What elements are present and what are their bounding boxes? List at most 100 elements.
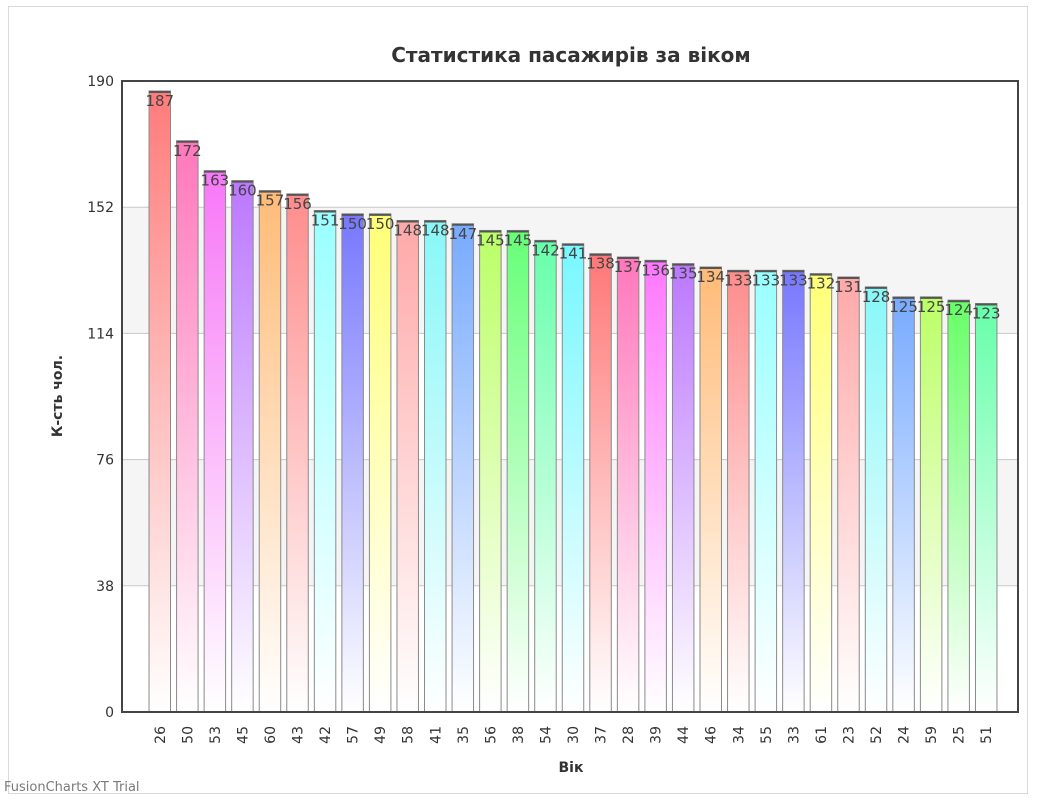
value-label: 150 <box>338 215 367 233</box>
value-label: 123 <box>972 305 1001 323</box>
bar-46[interactable] <box>699 266 722 713</box>
value-label: 150 <box>366 215 395 233</box>
bar-57[interactable] <box>341 213 364 713</box>
bar-53[interactable] <box>203 170 227 713</box>
bar-44[interactable] <box>671 263 695 713</box>
value-label: 128 <box>862 288 891 306</box>
value-labels-group: 1871721631601571561511501501481481471451… <box>145 92 1000 323</box>
bar-34[interactable] <box>727 269 750 713</box>
plot-band <box>122 81 1018 208</box>
x-axis-label: Вік <box>559 760 584 776</box>
bar-38[interactable] <box>506 229 530 713</box>
x-tick-label: 43 <box>291 726 307 744</box>
value-label: 132 <box>807 275 836 293</box>
x-tick-label: 33 <box>786 726 802 744</box>
plot-border <box>121 80 1019 713</box>
value-label: 147 <box>448 225 477 243</box>
value-label: 172 <box>173 142 202 160</box>
x-tick-label: 53 <box>208 726 224 744</box>
bar-45[interactable] <box>231 180 254 713</box>
x-tick-label: 50 <box>180 726 196 744</box>
bar-50[interactable] <box>176 140 199 713</box>
x-tick-label: 34 <box>731 726 747 744</box>
chart-title: Статистика пасажирів за віком <box>391 43 751 67</box>
x-tick-label: 41 <box>428 726 444 744</box>
x-tick-label: 39 <box>649 726 665 744</box>
value-label: 142 <box>531 241 560 259</box>
bar-59[interactable] <box>919 296 943 713</box>
bar-43[interactable] <box>286 193 309 713</box>
bar-23[interactable] <box>837 276 860 713</box>
bars-group <box>148 90 998 713</box>
bar-60[interactable] <box>258 190 282 713</box>
value-label: 133 <box>752 271 781 289</box>
x-tick-label: 30 <box>566 726 582 744</box>
bar-25[interactable] <box>947 299 970 713</box>
value-label: 163 <box>201 172 230 190</box>
value-label: 125 <box>889 298 918 316</box>
x-tick-label: 57 <box>346 726 362 744</box>
bar-58[interactable] <box>396 219 419 713</box>
value-label: 157 <box>256 192 285 210</box>
x-tick-label: 35 <box>456 726 472 744</box>
value-label: 133 <box>724 271 753 289</box>
bar-42[interactable] <box>313 210 337 713</box>
value-label: 145 <box>476 231 505 249</box>
bar-37[interactable] <box>589 253 612 713</box>
bar-26[interactable] <box>148 90 172 713</box>
value-label: 125 <box>917 298 946 316</box>
bar-41[interactable] <box>424 219 447 713</box>
value-label: 133 <box>779 271 808 289</box>
bar-55[interactable] <box>754 269 778 713</box>
value-label: 148 <box>393 221 422 239</box>
x-tick-label: 60 <box>263 726 279 744</box>
bar-30[interactable] <box>561 243 585 713</box>
y-tick-label: 152 <box>87 200 114 216</box>
bar-35[interactable] <box>451 223 475 713</box>
value-label: 145 <box>504 231 533 249</box>
x-tick-label: 55 <box>759 726 775 744</box>
bar-33[interactable] <box>782 269 805 713</box>
x-tick-label: 25 <box>952 726 968 744</box>
value-label: 131 <box>834 278 863 296</box>
y-tick-label: 114 <box>87 326 114 342</box>
value-label: 136 <box>641 261 670 279</box>
bar-56[interactable] <box>479 229 502 713</box>
y-tick-label: 76 <box>96 453 114 469</box>
x-tick-label: 28 <box>621 726 637 744</box>
bar-52[interactable] <box>864 286 888 713</box>
bar-49[interactable] <box>368 213 392 713</box>
x-tick-label: 61 <box>814 726 830 744</box>
x-tick-label: 23 <box>841 726 857 744</box>
bar-51[interactable] <box>974 303 998 713</box>
x-tick-label: 49 <box>373 726 389 744</box>
value-label: 137 <box>614 258 643 276</box>
bar-61[interactable] <box>809 273 833 713</box>
value-label: 135 <box>669 265 698 283</box>
bar-24[interactable] <box>892 296 915 713</box>
bar-54[interactable] <box>534 239 557 713</box>
x-tick-label: 45 <box>235 726 251 744</box>
y-axis-label: К-сть чол. <box>50 355 66 437</box>
value-label: 148 <box>421 221 450 239</box>
x-tick-label: 24 <box>897 726 913 744</box>
x-tick-label: 59 <box>924 726 940 744</box>
value-label: 134 <box>696 268 725 286</box>
x-tick-label: 42 <box>318 726 334 744</box>
y-axis-ticks: 0 38 76 114 152 190 <box>87 74 114 721</box>
y-tick-label: 190 <box>87 74 114 90</box>
bar-28[interactable] <box>616 256 640 713</box>
x-tick-label: 38 <box>511 726 527 744</box>
trial-watermark: FusionCharts XT Trial <box>4 780 140 795</box>
bar-39[interactable] <box>644 259 667 713</box>
x-tick-label: 46 <box>704 726 720 744</box>
y-tick-label: 38 <box>96 579 114 595</box>
y-tick-label: 0 <box>105 705 114 721</box>
value-label: 124 <box>944 301 973 319</box>
x-tick-label: 44 <box>676 726 692 744</box>
x-tick-label: 58 <box>401 726 417 744</box>
value-label: 160 <box>228 182 257 200</box>
value-label: 156 <box>283 195 312 213</box>
x-tick-label: 26 <box>153 726 169 744</box>
